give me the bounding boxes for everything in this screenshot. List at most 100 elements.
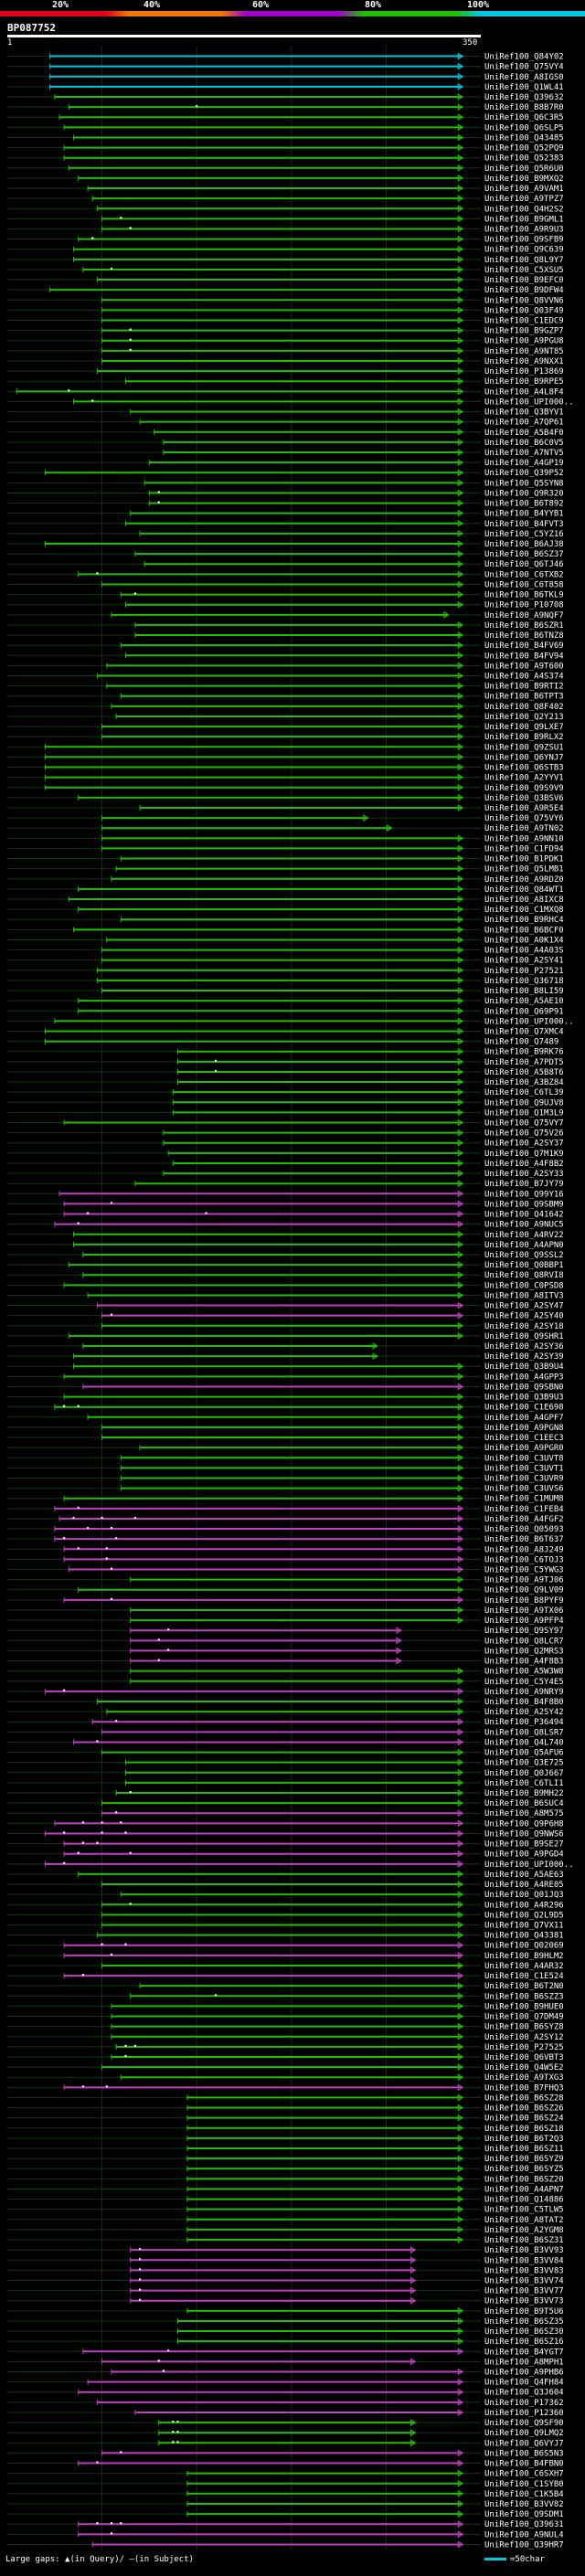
hit-label[interactable]: UniRef100_A2SY41 (484, 957, 564, 966)
hit-row[interactable]: UniRef100_B6SZ26 (7, 2104, 564, 2114)
hit-row[interactable]: UniRef100_A4R296 (7, 1901, 564, 1910)
hit-label[interactable]: UniRef100_Q3BYV1 (484, 408, 564, 418)
hit-label[interactable]: UniRef100_A4RE05 (484, 1881, 564, 1890)
hit-row[interactable]: UniRef100_Q6STB3 (7, 764, 564, 773)
hit-row[interactable]: UniRef100_Q52PQ9 (7, 144, 564, 154)
hit-label[interactable]: UniRef100_A2SY37 (484, 1140, 564, 1149)
hit-row[interactable]: UniRef100_A9VAM1 (7, 185, 564, 194)
hit-row[interactable]: UniRef100_Q39P52 (7, 469, 564, 478)
hit-row[interactable]: UniRef100_A2SY39 (7, 1352, 564, 1362)
hit-row[interactable]: UniRef100_Q84WT1 (7, 885, 564, 895)
hit-row[interactable]: UniRef100_Q6SLP5 (7, 123, 564, 133)
hit-label[interactable]: UniRef100_A7QP61 (484, 419, 564, 428)
hit-row[interactable]: UniRef100_Q7DM49 (7, 2013, 564, 2022)
hit-label[interactable]: UniRef100_P12360 (484, 2409, 564, 2418)
hit-label[interactable]: UniRef100_A2SY12 (484, 2033, 564, 2042)
hit-label[interactable]: UniRef100_B6SZ31 (484, 2236, 564, 2245)
hit-row[interactable]: UniRef100_A9NT85 (7, 347, 564, 356)
hit-row[interactable]: UniRef100_C6TLI1 (7, 1779, 564, 1788)
hit-label[interactable]: UniRef100_C6SXH7 (484, 2470, 564, 2479)
hit-row[interactable]: UniRef100_Q39631 (7, 2520, 564, 2529)
hit-row[interactable]: UniRef100_B4F8B0 (7, 1698, 564, 1707)
hit-row[interactable]: UniRef100_Q9LMQ2 (7, 2429, 564, 2438)
hit-row[interactable]: UniRef100_A3BZ84 (7, 1078, 564, 1087)
hit-row[interactable]: UniRef100_A2SY18 (7, 1322, 564, 1331)
hit-label[interactable]: UniRef100_C5YZ16 (484, 530, 564, 539)
hit-label[interactable]: UniRef100_C6TXB2 (484, 570, 564, 579)
hit-row[interactable]: UniRef100_A9R5E4 (7, 804, 564, 813)
hit-row[interactable]: UniRef100_Q3B9U4 (7, 1362, 564, 1372)
hit-label[interactable]: UniRef100_B6SZZ3 (484, 1992, 564, 2001)
hit-label[interactable]: UniRef100_Q5R6U0 (484, 164, 564, 174)
hit-label[interactable]: UniRef100_Q9C639 (484, 246, 564, 255)
hit-label[interactable]: UniRef100_Q7489 (484, 1038, 558, 1047)
hit-label[interactable]: UniRef100_A9NQF7 (484, 611, 564, 620)
hit-label[interactable]: UniRef100_Q7M1K9 (484, 1150, 564, 1159)
hit-row[interactable]: UniRef100_A9PFP4 (7, 1617, 564, 1626)
hit-row[interactable]: UniRef100_A9NRY9 (7, 1688, 564, 1697)
hit-row[interactable]: UniRef100_Q8LSR7 (7, 1728, 564, 1737)
hit-row[interactable]: UniRef100_A5AE10 (7, 997, 564, 1006)
hit-row[interactable]: UniRef100_A4S374 (7, 673, 564, 682)
hit-row[interactable]: UniRef100_Q05093 (7, 1525, 564, 1534)
hit-label[interactable]: UniRef100_C0PSD8 (484, 1281, 564, 1290)
hit-label[interactable]: UniRef100_B6SZ35 (484, 2317, 564, 2327)
hit-label[interactable]: UniRef100_Q9SSL2 (484, 1251, 564, 1260)
hit-label[interactable]: UniRef100_Q7DM49 (484, 2013, 564, 2022)
hit-label[interactable]: UniRef100_Q4L740 (484, 1738, 564, 1747)
hit-label[interactable]: UniRef100_B9GZP7 (484, 327, 564, 336)
hit-row[interactable]: UniRef100_B6SZ11 (7, 2145, 564, 2154)
hit-label[interactable]: UniRef100_Q75VY4 (484, 63, 564, 72)
hit-label[interactable]: UniRef100_Q1WL41 (484, 83, 564, 92)
hit-row[interactable]: UniRef100_B9EFC0 (7, 276, 564, 285)
hit-row[interactable]: UniRef100_B9HUE0 (7, 2002, 564, 2011)
hit-row[interactable]: UniRef100_B6SZ35 (7, 2317, 564, 2327)
hit-label[interactable]: UniRef100_A2SY18 (484, 1322, 564, 1331)
hit-label[interactable]: UniRef100_A9PGU8 (484, 337, 564, 346)
hit-row[interactable]: UniRef100_Q3B9U3 (7, 1394, 564, 1403)
hit-label[interactable]: UniRef100_B6SZ37 (484, 550, 564, 559)
hit-label[interactable]: UniRef100_P13869 (484, 367, 564, 376)
hit-label[interactable]: UniRef100_B4FV69 (484, 641, 564, 651)
hit-row[interactable]: UniRef100_A8TAT2 (7, 2216, 564, 2225)
hit-label[interactable]: UniRef100_Q03F49 (484, 306, 564, 315)
hit-label[interactable]: UniRef100_Q43381 (484, 1932, 564, 1941)
hit-label[interactable]: UniRef100_Q9LMQ2 (484, 2429, 564, 2438)
hit-label[interactable]: UniRef100_B6SZ18 (484, 2125, 564, 2134)
hit-label[interactable]: UniRef100_Q75VY7 (484, 1119, 564, 1129)
hit-row[interactable]: UniRef100_C1SYB0 (7, 2480, 564, 2489)
hit-row[interactable]: UniRef100_A2SY37 (7, 1140, 564, 1149)
hit-row[interactable]: UniRef100_B6S5N3 (7, 2449, 564, 2458)
hit-label[interactable]: UniRef100_Q99Y16 (484, 1190, 564, 1199)
hit-row[interactable]: UniRef100_P10708 (7, 601, 564, 610)
hit-label[interactable]: UniRef100_C1EDC9 (484, 317, 564, 326)
hit-row[interactable]: UniRef100_B7FHQ3 (7, 2083, 564, 2093)
hit-label[interactable]: UniRef100_Q36718 (484, 977, 564, 986)
hit-row[interactable]: UniRef100_Q6C3R5 (7, 113, 564, 122)
hit-label[interactable]: UniRef100_B9HUE0 (484, 2002, 564, 2011)
hit-row[interactable]: UniRef100_A9TXG3 (7, 2073, 564, 2083)
hit-label[interactable]: UniRef100_B4FV94 (484, 652, 564, 661)
hit-row[interactable]: UniRef100_Q01JQ3 (7, 1891, 564, 1900)
hit-row[interactable]: UniRef100_UPI000.. (7, 1017, 574, 1026)
hit-label[interactable]: UniRef100_B8LI59 (484, 987, 564, 996)
hit-label[interactable]: UniRef100_C1E698 (484, 1404, 564, 1413)
hit-row[interactable]: UniRef100_A9TX06 (7, 1606, 564, 1616)
hit-label[interactable]: UniRef100_A9T600 (484, 662, 564, 671)
hit-row[interactable]: UniRef100_A9NUC5 (7, 1221, 564, 1230)
hit-label[interactable]: UniRef100_Q0J667 (484, 1769, 564, 1778)
hit-row[interactable]: UniRef100_Q7VX11 (7, 1922, 564, 1931)
hit-row[interactable]: UniRef100_C5XSU5 (7, 266, 564, 275)
hit-label[interactable]: UniRef100_A8ITV3 (484, 1291, 564, 1300)
hit-row[interactable]: UniRef100_Q9S9V9 (7, 784, 564, 793)
hit-label[interactable]: UniRef100_A9NRY9 (484, 1688, 564, 1697)
hit-label[interactable]: UniRef100_Q01JQ3 (484, 1891, 564, 1900)
hit-row[interactable]: UniRef100_Q84Y02 (7, 53, 564, 62)
hit-row[interactable]: UniRef100_A4A03S (7, 947, 564, 956)
hit-label[interactable]: UniRef100_A9NT85 (484, 347, 564, 356)
hit-row[interactable]: UniRef100_C1FD94 (7, 844, 564, 853)
hit-label[interactable]: UniRef100_Q8L9Y7 (484, 256, 564, 265)
hit-row[interactable]: UniRef100_Q9LXE7 (7, 723, 564, 732)
hit-label[interactable]: UniRef100_Q9SHR1 (484, 1332, 564, 1341)
hit-label[interactable]: UniRef100_Q9NWS6 (484, 1829, 564, 1839)
